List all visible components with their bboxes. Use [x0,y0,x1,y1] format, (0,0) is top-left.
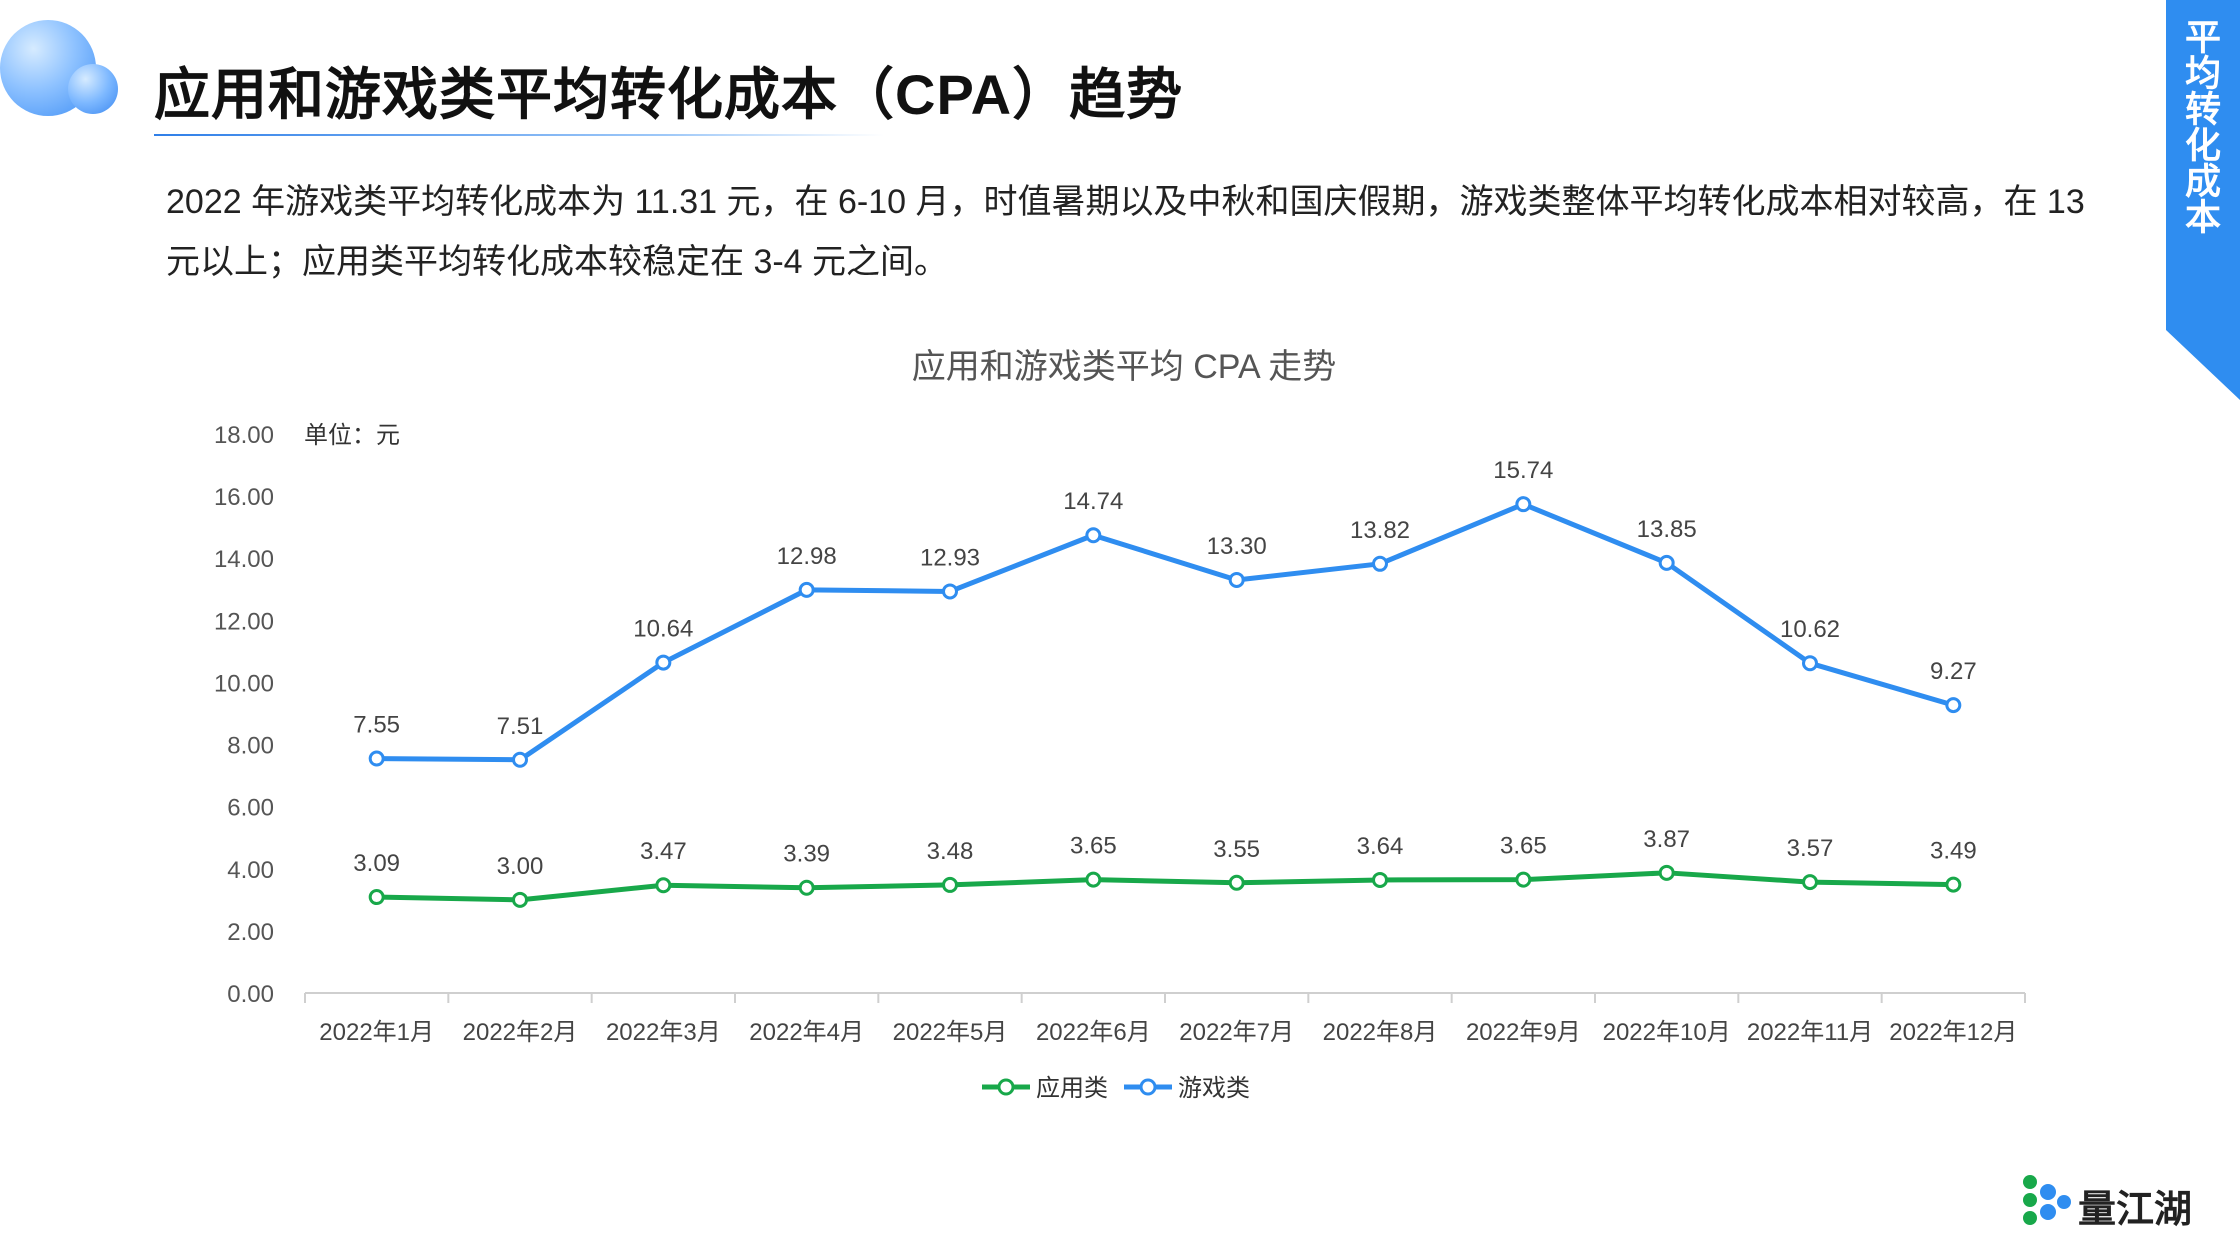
y-tick-label: 6.00 [227,795,274,822]
data-label: 13.30 [1207,533,1267,560]
y-tick-label: 10.00 [214,670,274,697]
data-point [512,751,528,768]
x-tick-label: 2022年11月 [1747,1019,1873,1046]
data-label: 3.87 [1643,826,1690,853]
unit-label: 单位：元 [304,422,400,449]
data-point [1658,864,1675,881]
data-label: 3.55 [1213,836,1260,863]
data-label: 10.64 [633,616,693,643]
legend-label: 游戏类 [1178,1075,1250,1102]
data-label: 13.85 [1637,516,1697,543]
data-point [798,581,815,598]
data-point [1515,871,1532,888]
series-line-1 [376,870,1954,903]
data-point [1228,874,1245,891]
data-point [1802,874,1818,891]
data-label: 3.47 [640,838,687,865]
data-point [798,879,815,896]
cpa-trend-chart: 应用和游戏类平均 CPA 走势单位：元 0.00 2.00 4.00 6.00 8.00 1… [0,330,2240,1120]
x-tick-label: 2022年4月 [749,1019,864,1046]
side-tab: 平均转化成本 [2166,0,2240,400]
data-label: 12.98 [777,543,837,570]
data-label: 7.51 [497,713,544,740]
y-tick-label: 16.00 [214,484,274,511]
data-point [1945,697,1962,714]
data-point [512,891,528,908]
data-point [1802,655,1818,672]
x-tick-label: 2022年5月 [893,1019,1008,1046]
data-point [942,876,958,893]
brand-mark-icon [2023,1175,2071,1225]
chart-title: 应用和游戏类平均 CPA 走势 [912,348,1336,386]
data-label: 3.49 [1930,838,1977,865]
data-label: 9.27 [1930,658,1977,685]
data-point [1372,555,1388,572]
data-label: 3.00 [497,853,544,880]
x-tick-label: 2022年12月 [1889,1019,2017,1046]
side-tab-label: 平均转化成本 [2180,18,2221,234]
data-point [655,877,672,894]
legend-label: 应用类 [1036,1075,1108,1102]
series-line-2 [376,501,1955,763]
data-label: 3.39 [783,841,830,868]
x-tick-label: 2022年1月 [319,1019,434,1046]
x-tick-label: 2022年2月 [463,1019,578,1046]
data-point [1085,527,1102,544]
legend-swatch-marker [1139,1078,1157,1096]
data-point [1372,871,1388,888]
data-label: 15.74 [1493,457,1553,484]
y-tick-label: 0.00 [227,981,274,1008]
y-tick-label: 2.00 [227,919,274,946]
decorative-bubble-small [68,64,118,114]
data-label: 3.48 [927,838,974,865]
x-tick-label: 2022年10月 [1603,1019,1731,1046]
data-label: 3.57 [1787,835,1834,862]
data-label: 13.82 [1350,517,1410,544]
y-tick-label: 8.00 [227,733,274,760]
data-point [1658,554,1675,571]
y-tick-label: 12.00 [214,608,274,635]
data-label: 12.93 [920,544,980,571]
data-label: 14.74 [1063,488,1123,515]
title-underline [154,134,884,136]
intro-paragraph: 2022 年游戏类平均转化成本为 11.31 元，在 6-10 月，时值暑期以及… [166,183,2085,281]
data-label: 3.65 [1070,833,1117,860]
data-point [1515,496,1532,513]
side-tab-background [2166,0,2240,400]
data-label: 10.62 [1780,616,1840,643]
data-point [1228,571,1245,588]
data-point [1085,871,1102,888]
x-tick-label: 2022年3月 [606,1019,721,1046]
legend-swatch-marker [997,1078,1015,1096]
page-title: 应用和游戏类平均转化成本（CPA）趋势 [154,63,1184,126]
y-tick-label: 18.00 [214,422,274,449]
y-tick-label: 4.00 [227,857,274,884]
x-tick-label: 2022年9月 [1466,1019,1581,1046]
brand-logo: 量江湖 [2020,1170,2220,1231]
data-point [1945,876,1962,893]
data-label: 3.64 [1357,833,1404,860]
x-tick-label: 2022年7月 [1179,1019,1294,1046]
data-point [368,750,385,767]
data-label: 3.65 [1500,833,1547,860]
data-point [942,583,958,600]
y-tick-label: 14.00 [214,546,274,573]
data-point [368,889,385,906]
data-point [655,654,672,671]
x-tick-label: 2022年8月 [1323,1019,1438,1046]
brand-name: 量江湖 [2078,1189,2193,1231]
x-tick-label: 2022年6月 [1036,1019,1151,1046]
data-label: 3.09 [353,850,400,877]
data-label: 7.55 [353,712,400,739]
